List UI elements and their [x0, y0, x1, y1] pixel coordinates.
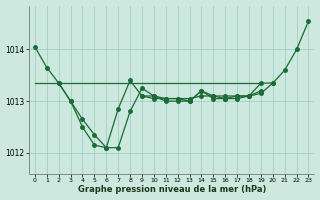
- X-axis label: Graphe pression niveau de la mer (hPa): Graphe pression niveau de la mer (hPa): [77, 185, 266, 194]
